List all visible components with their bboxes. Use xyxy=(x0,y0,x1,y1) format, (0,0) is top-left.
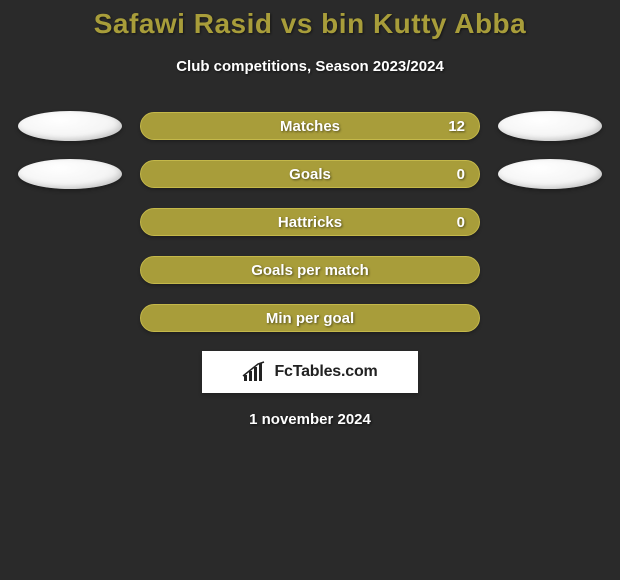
player-right-avatar xyxy=(498,159,602,189)
player-left-avatar xyxy=(18,159,122,189)
stat-row: Hattricks 0 xyxy=(0,207,620,237)
brand-text: FcTables.com xyxy=(274,363,377,381)
stat-label: Hattricks xyxy=(278,214,342,231)
stat-row: Matches 12 xyxy=(0,111,620,141)
stat-row: Goals per match xyxy=(0,255,620,285)
player-left-avatar xyxy=(18,111,122,141)
stat-rows: Matches 12 Goals 0 Hattricks 0 Goals per match… xyxy=(0,111,620,333)
stat-bar: Goals per match xyxy=(140,256,480,284)
player-right-avatar xyxy=(498,111,602,141)
stat-bar-fill: Goals per match xyxy=(140,256,480,284)
comparison-card: Safawi Rasid vs bin Kutty Abba Club comp… xyxy=(0,0,620,428)
stat-bar-fill: Min per goal xyxy=(140,304,480,332)
stat-bar: Matches 12 xyxy=(140,112,480,140)
stat-bar-fill: Goals 0 xyxy=(140,160,480,188)
stat-value: 12 xyxy=(448,118,465,135)
stat-value: 0 xyxy=(457,214,465,231)
stat-bar: Min per goal xyxy=(140,304,480,332)
brand-badge: FcTables.com xyxy=(202,351,418,393)
stat-label: Goals xyxy=(289,166,331,183)
stat-bar-fill: Hattricks 0 xyxy=(140,208,480,236)
stat-label: Goals per match xyxy=(251,262,369,279)
stat-bar: Goals 0 xyxy=(140,160,480,188)
subtitle: Club competitions, Season 2023/2024 xyxy=(0,58,620,75)
stat-row: Goals 0 xyxy=(0,159,620,189)
stat-row: Min per goal xyxy=(0,303,620,333)
stat-label: Min per goal xyxy=(266,310,354,327)
stat-bar: Hattricks 0 xyxy=(140,208,480,236)
stat-label: Matches xyxy=(280,118,340,135)
page-title: Safawi Rasid vs bin Kutty Abba xyxy=(0,8,620,40)
brand-chart-icon xyxy=(242,361,268,383)
stat-bar-fill: Matches 12 xyxy=(140,112,480,140)
date-label: 1 november 2024 xyxy=(0,411,620,428)
stat-value: 0 xyxy=(457,166,465,183)
